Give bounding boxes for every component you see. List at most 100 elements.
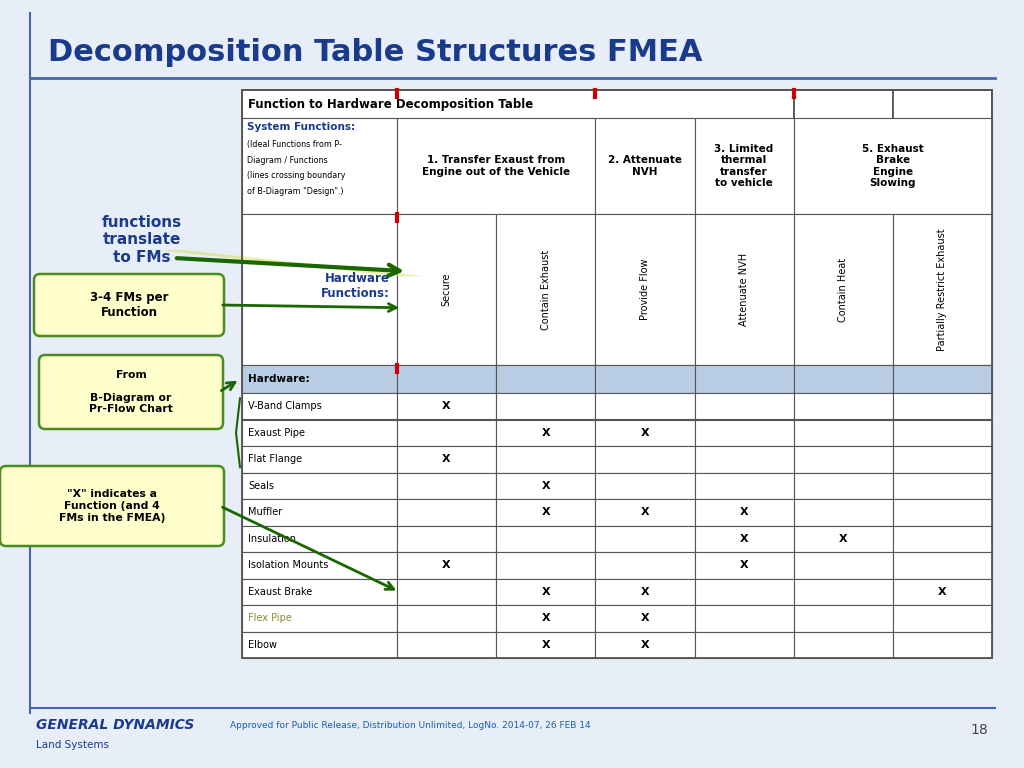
- Text: Isolation Mounts: Isolation Mounts: [248, 560, 329, 571]
- Text: 2. Attenuate
NVH: 2. Attenuate NVH: [608, 155, 682, 177]
- Text: X: X: [739, 534, 749, 544]
- Text: "X" indicates a
Function (and 4
FMs in the FMEA): "X" indicates a Function (and 4 FMs in t…: [58, 489, 165, 522]
- Bar: [242, 90, 794, 118]
- Bar: [397, 472, 497, 499]
- Text: GENERAL DYNAMICS: GENERAL DYNAMICS: [36, 718, 195, 732]
- Bar: [242, 366, 397, 393]
- Text: V-Band Clamps: V-Band Clamps: [248, 401, 322, 411]
- Bar: [497, 472, 595, 499]
- Text: Contain Heat: Contain Heat: [839, 257, 848, 322]
- Bar: [242, 446, 397, 472]
- Bar: [694, 446, 794, 472]
- Text: X: X: [938, 587, 947, 597]
- Bar: [893, 525, 992, 552]
- Text: Muffler: Muffler: [248, 507, 283, 518]
- Bar: [794, 90, 893, 118]
- Text: Seals: Seals: [248, 481, 274, 491]
- Bar: [595, 472, 694, 499]
- Bar: [242, 472, 397, 499]
- Bar: [893, 366, 992, 393]
- Bar: [595, 525, 694, 552]
- Bar: [794, 525, 893, 552]
- Bar: [694, 578, 794, 605]
- Bar: [595, 605, 694, 631]
- Text: X: X: [442, 454, 451, 464]
- Bar: [595, 631, 694, 658]
- Bar: [694, 605, 794, 631]
- FancyBboxPatch shape: [34, 274, 224, 336]
- Bar: [497, 578, 595, 605]
- Text: Approved for Public Release, Distribution Unlimited, LogNo. 2014-07, 26 FEB 14: Approved for Public Release, Distributio…: [230, 720, 591, 730]
- Bar: [893, 499, 992, 525]
- Text: From

B-Diagram or
Pr-Flow Chart: From B-Diagram or Pr-Flow Chart: [89, 369, 173, 415]
- Text: Contain Exhaust: Contain Exhaust: [541, 250, 551, 329]
- Bar: [397, 552, 497, 578]
- Bar: [694, 366, 794, 393]
- Text: Flat Flange: Flat Flange: [248, 454, 302, 464]
- Text: Function to Hardware Decomposition Table: Function to Hardware Decomposition Table: [248, 98, 534, 111]
- Text: X: X: [641, 614, 649, 624]
- Bar: [694, 118, 794, 214]
- Bar: [794, 446, 893, 472]
- Bar: [397, 578, 497, 605]
- Text: X: X: [641, 507, 649, 518]
- Bar: [497, 214, 595, 366]
- Bar: [694, 552, 794, 578]
- Bar: [242, 214, 397, 366]
- Bar: [242, 605, 397, 631]
- Bar: [242, 578, 397, 605]
- Bar: [242, 499, 397, 525]
- Bar: [242, 393, 397, 419]
- Bar: [595, 578, 694, 605]
- Text: X: X: [542, 640, 550, 650]
- Bar: [794, 552, 893, 578]
- Bar: [397, 393, 497, 419]
- Bar: [794, 393, 893, 419]
- Bar: [694, 525, 794, 552]
- Text: X: X: [442, 401, 451, 411]
- Text: X: X: [542, 614, 550, 624]
- Bar: [794, 578, 893, 605]
- Bar: [595, 366, 694, 393]
- Bar: [694, 472, 794, 499]
- Bar: [794, 499, 893, 525]
- Bar: [397, 214, 497, 366]
- Bar: [497, 393, 595, 419]
- Text: 1. Transfer Exaust from
Engine out of the Vehicle: 1. Transfer Exaust from Engine out of th…: [422, 155, 570, 177]
- Text: X: X: [641, 587, 649, 597]
- Text: Hardware:: Hardware:: [248, 374, 309, 384]
- FancyBboxPatch shape: [0, 466, 224, 546]
- Bar: [397, 118, 595, 214]
- Bar: [497, 525, 595, 552]
- Bar: [242, 552, 397, 578]
- Bar: [595, 499, 694, 525]
- Bar: [595, 446, 694, 472]
- Bar: [595, 393, 694, 419]
- Bar: [893, 578, 992, 605]
- Text: Secure: Secure: [441, 273, 452, 306]
- Bar: [497, 419, 595, 446]
- Bar: [242, 631, 397, 658]
- Bar: [893, 419, 992, 446]
- Bar: [893, 393, 992, 419]
- Text: (lines crossing boundary: (lines crossing boundary: [247, 171, 345, 180]
- Bar: [694, 419, 794, 446]
- Bar: [794, 419, 893, 446]
- Text: functions
translate
to FMs: functions translate to FMs: [102, 215, 182, 265]
- Text: Flex Pipe: Flex Pipe: [248, 614, 292, 624]
- Bar: [893, 214, 992, 366]
- Text: X: X: [739, 507, 749, 518]
- Bar: [242, 525, 397, 552]
- Text: Insulation: Insulation: [248, 534, 296, 544]
- Bar: [794, 118, 992, 214]
- Text: Diagram / Functions: Diagram / Functions: [247, 156, 328, 165]
- Bar: [893, 472, 992, 499]
- Bar: [397, 605, 497, 631]
- Bar: [893, 631, 992, 658]
- Text: X: X: [542, 428, 550, 438]
- Bar: [694, 393, 794, 419]
- Bar: [397, 631, 497, 658]
- Text: 5. Exhaust
Brake
Engine
Slowing: 5. Exhaust Brake Engine Slowing: [862, 144, 924, 188]
- Bar: [497, 446, 595, 472]
- Text: X: X: [442, 560, 451, 571]
